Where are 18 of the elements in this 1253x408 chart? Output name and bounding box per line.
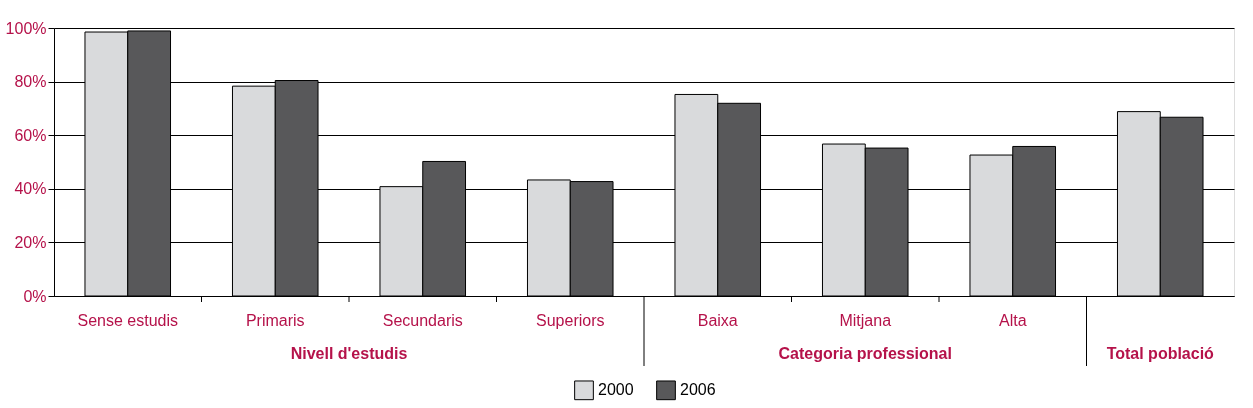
text: Nivell d'estudis xyxy=(290,345,408,362)
x-tick-label: Mitjana xyxy=(839,311,892,329)
legend-label: 2000 xyxy=(598,381,634,399)
text: Categoria professional xyxy=(778,345,952,362)
y-tick-label: 60% xyxy=(14,126,47,144)
x-tick-label: Alta xyxy=(998,311,1027,329)
x-tick-label: Superiors xyxy=(536,311,605,329)
y-tick-label: 20% xyxy=(14,233,47,251)
x-tick-label: Primaris xyxy=(245,311,305,329)
y-tick-label: 40% xyxy=(14,180,47,198)
x-tick-label: Secundaris xyxy=(382,311,463,329)
y-tick-label: 100% xyxy=(5,19,47,37)
x-tick-label: Baixa xyxy=(697,311,738,329)
y-tick-label: 80% xyxy=(14,73,47,91)
text: Total població xyxy=(1106,345,1215,362)
y-tick-label: 0% xyxy=(23,287,47,305)
x-tick-label: Sense estudis xyxy=(77,311,179,329)
legend-label: 2006 xyxy=(680,381,716,399)
